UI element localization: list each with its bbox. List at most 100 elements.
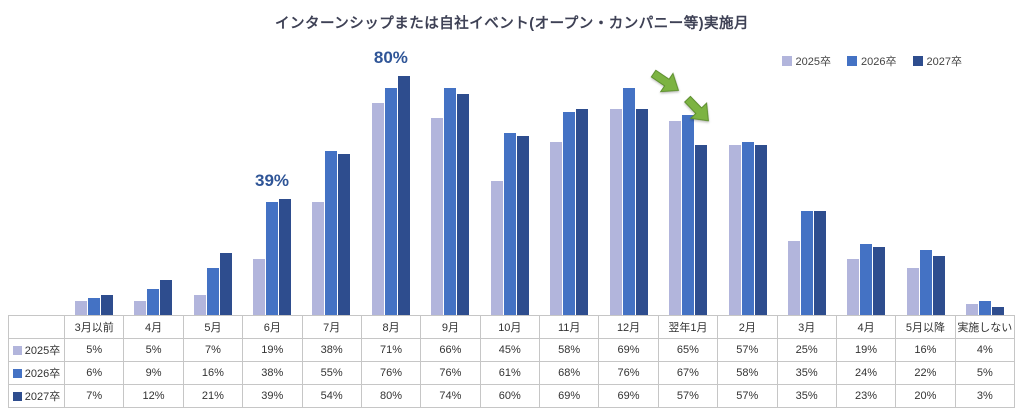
bar-2026卒 [622, 88, 635, 316]
table-value-cell: 5% [124, 339, 184, 362]
table-value-cell: 24% [836, 362, 897, 385]
bar-2027卒 [576, 109, 589, 316]
bar-group [183, 64, 242, 316]
bar-2026卒 [266, 202, 279, 316]
bar-2026卒 [919, 250, 932, 316]
table-value-cell: 9% [124, 362, 184, 385]
table-value-cell: 5% [955, 362, 1015, 385]
bar-group [421, 64, 480, 316]
table-value-cell: 4% [955, 339, 1015, 362]
bar-2026卒 [682, 115, 695, 316]
table-value-cell: 19% [836, 339, 897, 362]
table-value-cell: 16% [896, 339, 956, 362]
bar-2026卒 [800, 211, 813, 316]
table-header-cell: 12月 [599, 316, 659, 339]
table-value-cell: 19% [243, 339, 303, 362]
bar-2025卒 [550, 142, 563, 316]
bar-group [718, 64, 777, 316]
table-value-cell: 12% [124, 385, 184, 408]
bar-2026卒 [563, 112, 576, 316]
bar-2027卒 [873, 247, 886, 316]
bar-group [302, 64, 361, 316]
table-value-cell: 6% [65, 362, 125, 385]
table-value-cell: 35% [777, 385, 837, 408]
table-value-cell: 76% [421, 362, 481, 385]
bar-2026卒 [147, 289, 160, 316]
bar-2027卒 [457, 94, 470, 316]
legend: 2025卒 2026卒 2027卒 [781, 53, 962, 69]
table-value-cell: 71% [361, 339, 422, 362]
bar-2025卒 [490, 181, 503, 316]
series-name: 2025卒 [24, 345, 61, 357]
bar-2025卒 [74, 301, 87, 316]
bar-group [777, 64, 836, 316]
bar-2027卒 [516, 136, 529, 316]
value-callout: 80% [373, 48, 408, 67]
table-value-cell: 54% [302, 385, 362, 408]
bar-2025卒 [966, 304, 979, 316]
value-callout: 39% [255, 171, 290, 190]
bar-group: 80% [361, 48, 420, 316]
table-header-cell: 2月 [718, 316, 778, 339]
bar-2026卒 [444, 88, 457, 316]
bar-2027卒 [279, 199, 292, 316]
bar-2027卒 [338, 154, 351, 316]
table-header-cell: 10月 [480, 316, 540, 339]
bar-2025卒 [728, 145, 741, 316]
table-row-label: 2025卒 [9, 339, 65, 362]
bar-2025卒 [312, 202, 325, 316]
legend-label: 2025卒 [795, 56, 832, 68]
table-value-cell: 38% [243, 362, 303, 385]
bar-group [956, 64, 1015, 316]
bar-group [896, 64, 955, 316]
bar-2025卒 [193, 295, 206, 316]
table-value-cell: 39% [243, 385, 303, 408]
series-swatch-icon [12, 345, 22, 355]
table-header-cell: 5月以降 [896, 316, 956, 339]
table-header-cell: 3月以前 [65, 316, 125, 339]
green-arrow-icon [682, 95, 714, 122]
bar-group [540, 64, 599, 316]
bar-2025卒 [669, 121, 682, 316]
table-value-cell: 65% [658, 339, 719, 362]
series-name: 2026卒 [24, 368, 61, 380]
table-value-cell: 57% [718, 339, 778, 362]
table-value-cell: 68% [540, 362, 600, 385]
table-header-cell: 4月 [124, 316, 184, 339]
table-header-cell: 4月 [836, 316, 897, 339]
table-value-cell: 5% [65, 339, 125, 362]
bar-2026卒 [384, 88, 397, 316]
series-swatch-icon [12, 391, 22, 401]
table-header-cell: 3月 [777, 316, 837, 339]
table-value-cell: 76% [599, 362, 659, 385]
bar-2026卒 [860, 244, 873, 316]
table-row-label: 2027卒 [9, 385, 65, 408]
bar-2025卒 [253, 259, 266, 316]
table-header-cell: 8月 [361, 316, 422, 339]
table-header-cell: 9月 [421, 316, 481, 339]
series-name: 2027卒 [24, 391, 61, 403]
data-table: 3月以前 4月 5月 6月 7月 8月 9月 10月 11月 12月 翌年1月 2月 3月 4月 5月以降実… [8, 315, 1015, 408]
bar-2026卒 [325, 151, 338, 316]
table-value-cell: 7% [183, 339, 244, 362]
bar-2027卒 [754, 145, 767, 316]
legend-item: 2025卒 [781, 53, 832, 69]
table-value-cell: 60% [480, 385, 540, 408]
table-value-cell: 69% [599, 339, 659, 362]
bar-2025卒 [371, 103, 384, 316]
table-value-cell: 58% [540, 339, 600, 362]
bar-2025卒 [431, 118, 444, 316]
bar-2027卒 [100, 295, 113, 316]
table-value-cell: 45% [480, 339, 540, 362]
bar-2026卒 [87, 298, 100, 316]
bar-group [599, 64, 658, 316]
table-value-cell: 55% [302, 362, 362, 385]
table-value-cell: 74% [421, 385, 481, 408]
bar-2025卒 [609, 109, 622, 316]
bar-2025卒 [847, 259, 860, 316]
table-header-cell: 6月 [243, 316, 303, 339]
bar-2025卒 [906, 268, 919, 316]
green-arrow-icon [650, 69, 682, 94]
table-header-cell: 11月 [540, 316, 600, 339]
